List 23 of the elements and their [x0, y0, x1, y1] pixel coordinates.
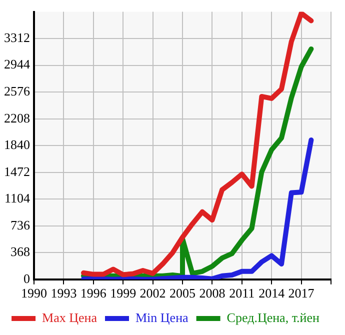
y-tick-label: 736: [10, 217, 30, 232]
y-tick-label: 3312: [4, 30, 30, 45]
x-tick-label: 1999: [110, 286, 136, 301]
x-tick-label: 2005: [170, 286, 196, 301]
y-tick-label: 2208: [4, 110, 30, 126]
x-tick-label: 1996: [80, 286, 107, 301]
y-tick-label: 0: [24, 270, 30, 286]
x-tick-label: 2017: [288, 286, 315, 301]
y-tick-label: 1840: [4, 137, 30, 152]
y-tick-label: 368: [10, 244, 30, 260]
x-tick-label: 2014: [258, 286, 286, 301]
legend-label: Min Цена: [136, 310, 189, 325]
x-tick-label: 1993: [50, 286, 77, 301]
y-tick-label: 1472: [4, 164, 30, 179]
y-tick-label: 2944: [4, 56, 30, 72]
legend-label: Сред.Цена, т.йен: [226, 310, 320, 325]
y-tick-label: 2576: [4, 84, 30, 98]
legend-label: Max Цена: [42, 310, 98, 325]
x-tick-label: 1990: [21, 286, 47, 301]
y-tick-label: 1104: [4, 190, 30, 206]
x-tick-label: 2002: [140, 286, 166, 301]
x-tick-label: 2011: [229, 286, 255, 301]
x-tick-label: 2008: [199, 286, 226, 301]
